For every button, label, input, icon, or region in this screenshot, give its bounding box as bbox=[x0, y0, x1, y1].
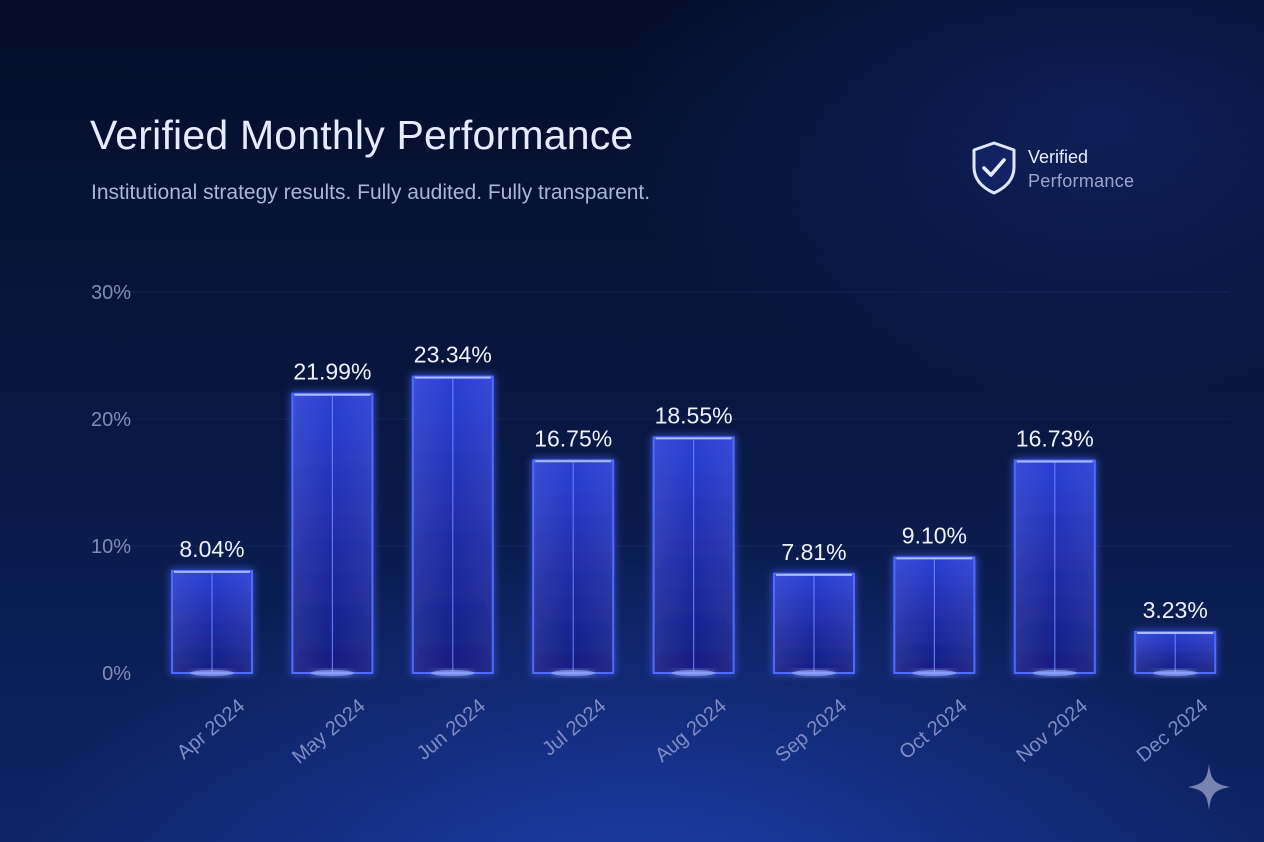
bar-aug-2024 bbox=[652, 436, 735, 676]
bar-base-glow bbox=[1032, 670, 1077, 676]
x-tick-label: Sep 2024 bbox=[771, 695, 851, 767]
bar-base-glow bbox=[190, 670, 234, 676]
badge-label-verified: Verified bbox=[1028, 147, 1089, 167]
bar-base-glow bbox=[310, 670, 355, 676]
x-tick-label: May 2024 bbox=[288, 695, 369, 768]
value-label: 23.34% bbox=[414, 342, 492, 368]
bar-may-2024 bbox=[291, 392, 374, 676]
bar-base-glow bbox=[671, 670, 716, 676]
bar-apr-2024 bbox=[171, 569, 253, 676]
value-label: 16.75% bbox=[534, 425, 612, 451]
value-label: 3.23% bbox=[1143, 597, 1208, 623]
bar-nov-2024 bbox=[1013, 459, 1096, 676]
shield-check-icon bbox=[972, 141, 1016, 195]
y-tick-label: 0% bbox=[102, 663, 131, 685]
x-tick-label: Nov 2024 bbox=[1012, 695, 1092, 767]
bar-jul-2024 bbox=[532, 459, 615, 676]
chart-title: Verified Monthly Performance bbox=[90, 112, 634, 158]
x-tick-label: Aug 2024 bbox=[651, 695, 731, 767]
bar-jun-2024 bbox=[411, 375, 494, 676]
x-tick-label: Jul 2024 bbox=[538, 695, 610, 760]
x-tick-label: Oct 2024 bbox=[895, 695, 971, 764]
value-label: 7.81% bbox=[781, 539, 846, 565]
x-tick-label: Dec 2024 bbox=[1133, 695, 1213, 767]
x-axis-labels: Apr 2024 May 2024 Jun 2024 Jul 2024 Aug 2024… bbox=[173, 695, 1213, 768]
value-label: 8.04% bbox=[179, 536, 244, 562]
bar-oct-2024 bbox=[893, 556, 976, 676]
bar-sep-2024 bbox=[773, 572, 855, 676]
y-tick-label: 30% bbox=[91, 282, 131, 304]
value-label: 9.10% bbox=[902, 522, 967, 548]
value-label: 16.73% bbox=[1016, 426, 1094, 452]
verified-performance-badge: Verified Performance bbox=[970, 140, 1190, 196]
x-tick-label: Jun 2024 bbox=[413, 695, 490, 765]
badge-label-performance: Performance bbox=[1028, 171, 1135, 191]
value-label: 21.99% bbox=[293, 359, 371, 385]
y-tick-label: 20% bbox=[91, 409, 131, 431]
chart-subtitle: Institutional strategy results. Fully au… bbox=[91, 181, 651, 204]
bar-dec-2024 bbox=[1134, 630, 1217, 676]
x-tick-label: Apr 2024 bbox=[173, 695, 249, 764]
bar-base-glow bbox=[912, 670, 957, 676]
value-labels: 8.04% 21.99% 23.34% 16.75% 18.55% 7.81% 9.10% 1… bbox=[179, 342, 1207, 623]
y-tick-label: 10% bbox=[91, 536, 131, 558]
y-axis-ticks: 0% 10% 20% 30% bbox=[91, 282, 131, 685]
bar-base-glow bbox=[1153, 670, 1198, 676]
bar-base-glow bbox=[551, 670, 596, 676]
bar-base-glow bbox=[792, 670, 836, 676]
sparkle-icon bbox=[1188, 764, 1230, 810]
value-label: 18.55% bbox=[655, 402, 733, 428]
bars bbox=[171, 375, 1217, 676]
bar-base-glow bbox=[430, 670, 475, 676]
